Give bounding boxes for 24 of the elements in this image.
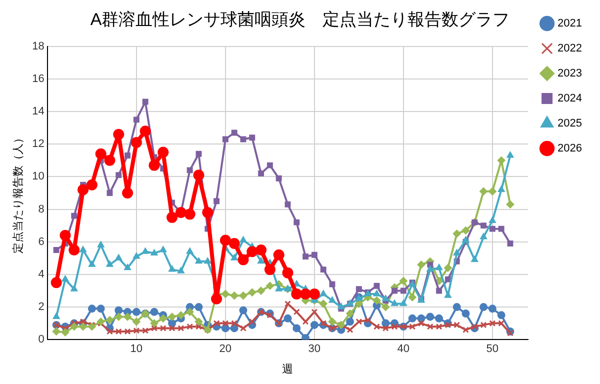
chart-title: A群溶血性レンサ球菌咽頭炎 定点当たり報告数グラフ bbox=[90, 10, 510, 29]
legend-label: 2025 bbox=[558, 118, 582, 130]
x-axis-title: 週 bbox=[282, 363, 294, 376]
x-tick-label: 20 bbox=[219, 343, 232, 356]
y-tick-label: 8 bbox=[38, 203, 44, 216]
legend-label: 2022 bbox=[558, 42, 582, 55]
y-tick-label: 4 bbox=[38, 268, 44, 280]
y-tick-label: 18 bbox=[32, 40, 44, 52]
legend-label: 2024 bbox=[558, 92, 582, 105]
y-tick-label: 14 bbox=[32, 106, 44, 118]
y-axis-title: 定点当たり報告数（人） bbox=[12, 132, 25, 254]
y-tick-label: 12 bbox=[32, 138, 44, 150]
y-tick-label: 0 bbox=[38, 334, 44, 346]
x-tick-label: 30 bbox=[308, 343, 321, 356]
x-tick-label: 50 bbox=[486, 343, 499, 356]
legend-label: 2026 bbox=[558, 142, 582, 155]
y-tick-label: 6 bbox=[38, 236, 44, 248]
x-tick-label: 10 bbox=[130, 343, 143, 356]
y-tick-label: 2 bbox=[38, 301, 44, 314]
legend-label: 2023 bbox=[558, 68, 582, 80]
legend-label: 2021 bbox=[558, 18, 582, 30]
y-tick-label: 16 bbox=[32, 73, 44, 86]
x-tick-label: 40 bbox=[397, 343, 410, 356]
y-tick-label: 10 bbox=[32, 170, 44, 183]
